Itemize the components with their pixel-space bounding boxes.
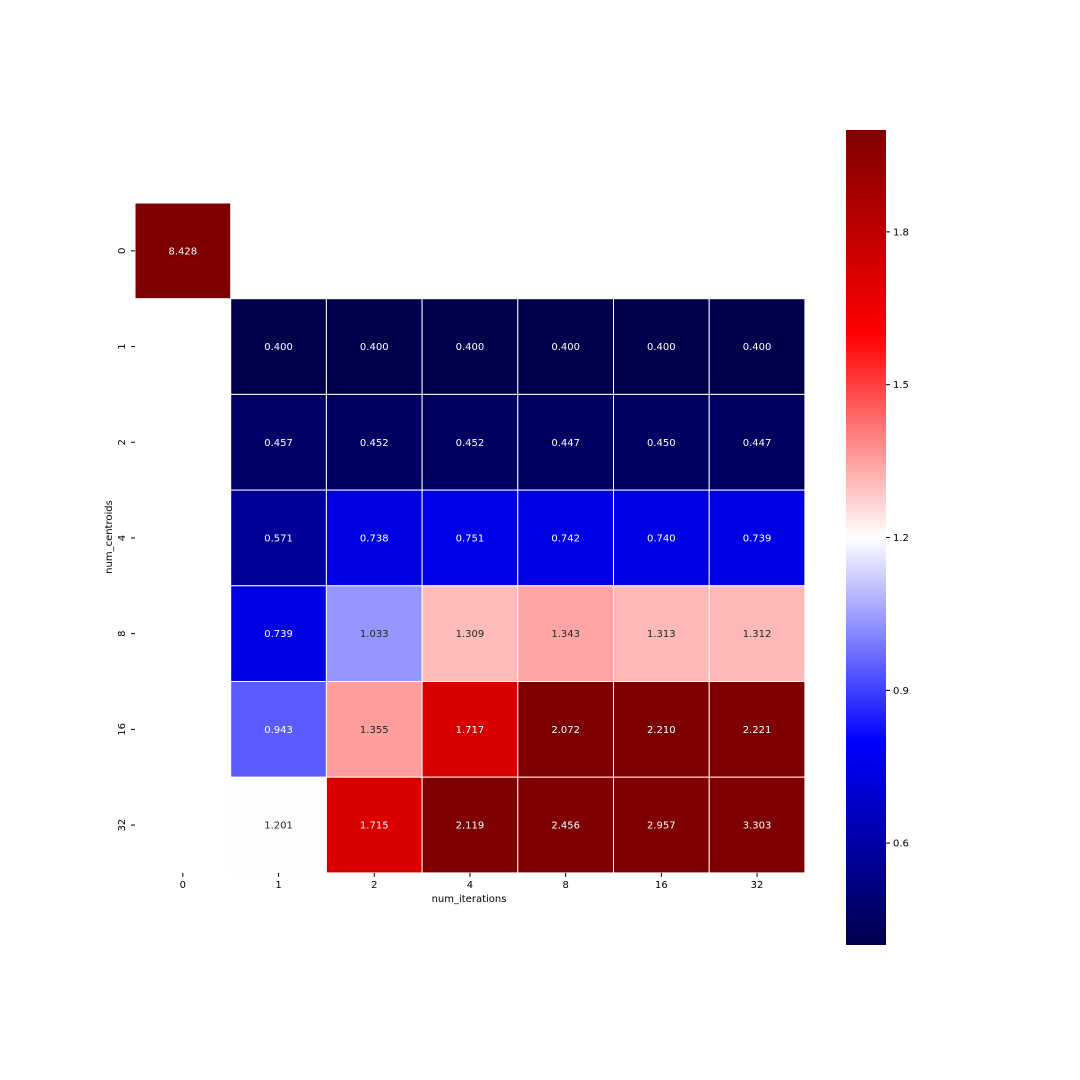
heatmap-cell-label: 8.428 — [169, 246, 198, 257]
heatmap-cell — [613, 776, 710, 874]
heatmap-cell-label: 0.739 — [743, 533, 772, 544]
y-tick-label: 1 — [117, 343, 128, 349]
heatmap-cell-label: 0.742 — [551, 533, 580, 544]
heatmap-cell-label: 0.400 — [647, 342, 676, 353]
heatmap-cell-label: 1.717 — [456, 725, 485, 736]
heatmap-cell — [708, 681, 806, 778]
heatmap-cell — [230, 585, 327, 682]
heatmap-cell-label: 0.571 — [264, 533, 293, 544]
heatmap-cell-label: 2.119 — [456, 821, 485, 832]
heatmap-cell — [230, 393, 327, 491]
y-tick-label: 32 — [117, 819, 128, 832]
heatmap-cell-label: 2.072 — [551, 725, 580, 736]
colorbar-tick-label: 1.2 — [893, 533, 909, 544]
heatmap-cell — [613, 393, 710, 491]
heatmap-cell — [230, 489, 327, 587]
colorbar-tick-label: 1.8 — [893, 227, 909, 238]
heatmap-cell-label: 1.201 — [264, 821, 293, 832]
heatmap-cell-label: 2.456 — [551, 821, 580, 832]
x-tick-label: 0 — [180, 880, 186, 891]
heatmap-cell-label: 0.400 — [264, 342, 293, 353]
heatmap-cell-label: 0.943 — [264, 725, 293, 736]
heatmap-cell-label: 0.400 — [360, 342, 389, 353]
heatmap-cell-label: 0.400 — [456, 342, 485, 353]
heatmap-cell — [708, 489, 806, 587]
x-tick-label: 1 — [275, 880, 281, 891]
heatmap-cell-label: 1.312 — [743, 629, 772, 640]
x-axis: 0 1 2 4 8 16 32 — [180, 872, 764, 891]
heatmap-cell — [325, 681, 423, 778]
x-tick-label: 4 — [467, 880, 473, 891]
heatmap-cell-label: 2.210 — [647, 725, 676, 736]
heatmap-cell-labels: 8.428 0.400 0.400 0.400 0.400 0.400 0.400 0.457… — [169, 246, 772, 831]
y-tick-label: 0 — [117, 248, 128, 254]
heatmap-cell — [517, 776, 614, 874]
y-axis: 0 1 2 4 8 16 32 — [117, 248, 135, 832]
heatmap-cell-label: 1.309 — [456, 629, 485, 640]
heatmap-cell — [421, 585, 519, 682]
heatmap-cell — [613, 298, 710, 395]
heatmap-cell-label: 1.343 — [551, 629, 580, 640]
heatmap-cell — [517, 489, 614, 587]
heatmap-cell — [134, 202, 232, 300]
heatmap-cell-label: 0.452 — [360, 438, 389, 449]
heatmap-cell — [325, 585, 423, 682]
heatmap-cell-label: 0.740 — [647, 533, 676, 544]
colorbar — [846, 130, 886, 945]
colorbar-ticks: 0.6 0.9 1.2 1.5 1.8 — [886, 227, 909, 850]
heatmap-cell-label: 1.033 — [360, 629, 389, 640]
heatmap-cell-label: 3.303 — [743, 821, 772, 832]
heatmap-cell — [708, 585, 806, 682]
heatmap-cell-label: 2.957 — [647, 821, 676, 832]
heatmap-cell — [708, 776, 806, 874]
heatmap-cell-label: 1.715 — [360, 821, 389, 832]
y-axis-label: num_centroids — [104, 500, 115, 574]
heatmap-cell — [325, 489, 423, 587]
y-tick-label: 16 — [117, 723, 128, 736]
heatmap-cell — [230, 298, 327, 395]
x-tick-label: 16 — [655, 880, 668, 891]
colorbar-tick-label: 0.6 — [893, 839, 909, 850]
y-tick-label: 4 — [117, 535, 128, 541]
heatmap-cell-label: 0.457 — [264, 438, 293, 449]
heatmap-cell-label: 0.450 — [647, 438, 676, 449]
colorbar-tick-label: 0.9 — [893, 686, 909, 697]
heatmap-cell-label: 0.400 — [551, 342, 580, 353]
heatmap-cell — [517, 585, 614, 682]
colorbar-tick-label: 1.5 — [893, 380, 909, 391]
x-tick-label: 8 — [562, 880, 568, 891]
heatmap-cell-label: 0.738 — [360, 533, 389, 544]
heatmap-cell — [517, 681, 614, 778]
x-tick-label: 32 — [751, 880, 764, 891]
x-axis-label: num_iterations — [432, 894, 507, 905]
y-tick-label: 2 — [117, 439, 128, 445]
heatmap-cell — [517, 298, 614, 395]
heatmap-cell — [708, 393, 806, 491]
heatmap-cell-label: 1.355 — [360, 725, 389, 736]
heatmap-cell-label: 0.400 — [743, 342, 772, 353]
heatmap-cell-label: 0.447 — [551, 438, 580, 449]
heatmap-cell-label: 0.452 — [456, 438, 485, 449]
heatmap-cell-label: 1.313 — [647, 629, 676, 640]
y-tick-label: 8 — [117, 630, 128, 636]
heatmap-cell — [421, 489, 519, 587]
heatmap-cell — [325, 298, 423, 395]
heatmap-cell — [421, 298, 519, 395]
heatmap-cell — [421, 681, 519, 778]
heatmap-cells — [134, 202, 806, 874]
heatmap-cell-label: 0.739 — [264, 629, 293, 640]
x-tick-label: 2 — [371, 880, 377, 891]
heatmap-cell — [613, 489, 710, 587]
heatmap-cell-label: 0.447 — [743, 438, 772, 449]
heatmap-cell — [421, 393, 519, 491]
heatmap-cell-label: 0.751 — [456, 533, 485, 544]
heatmap-cell-label: 2.221 — [743, 725, 772, 736]
